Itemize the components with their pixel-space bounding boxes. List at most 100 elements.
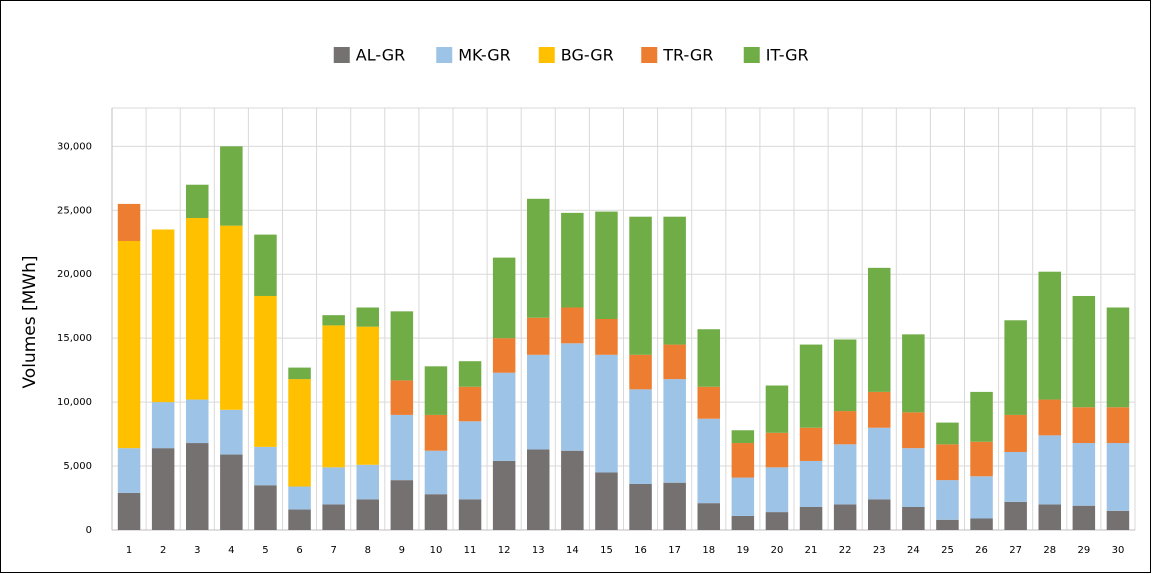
bar-segment <box>970 391 993 442</box>
bar-segment <box>390 480 414 530</box>
x-tick-label: 7 <box>330 545 336 556</box>
bar-segment <box>731 443 755 478</box>
bar-segment <box>799 427 823 461</box>
x-tick-label: 18 <box>702 545 715 556</box>
x-tick-label: 1 <box>126 545 132 556</box>
bar-segment <box>1106 307 1130 408</box>
bar-segment <box>322 504 345 530</box>
bar-segment <box>151 448 175 530</box>
x-tick-label: 11 <box>464 545 477 556</box>
bar-segment <box>697 329 721 387</box>
bar-segment <box>1072 505 1096 530</box>
bar-segment <box>151 402 175 449</box>
x-tick-label: 21 <box>805 545 818 556</box>
x-tick-label: 5 <box>262 545 268 556</box>
legend-label: BG-GR <box>561 46 614 65</box>
bar-segment <box>1038 271 1062 400</box>
bar-segment <box>970 441 993 477</box>
bar-segment <box>117 492 141 530</box>
bar-segment <box>492 338 516 373</box>
bar-segment <box>390 414 414 481</box>
bar-segment <box>833 504 857 530</box>
bar-segment <box>765 385 789 433</box>
bar-segment <box>595 211 618 319</box>
x-tick-label: 12 <box>498 545 511 556</box>
bar-segment <box>254 295 277 447</box>
bar-segment <box>936 422 959 445</box>
bar-segment <box>629 389 652 484</box>
bar-segment <box>902 448 925 507</box>
x-tick-label: 25 <box>941 545 954 556</box>
bar-segment <box>833 339 857 412</box>
bar-segment <box>595 472 618 530</box>
legend-label: TR-GR <box>662 46 713 65</box>
x-tick-label: 17 <box>668 545 681 556</box>
bar-segment <box>424 494 448 530</box>
bar-segment <box>902 506 925 530</box>
bar-segment <box>220 146 243 226</box>
x-tick-label: 19 <box>736 545 749 556</box>
bar-segment <box>458 386 482 422</box>
bar-segment <box>561 212 584 308</box>
bar-segment <box>492 372 516 461</box>
bar-segment <box>765 467 789 513</box>
bar-segment <box>356 326 380 465</box>
bar-segment <box>936 519 959 530</box>
bar-segment <box>288 509 311 530</box>
bar-segment <box>458 499 482 530</box>
bar-segment <box>936 480 959 520</box>
bar-segment <box>220 225 243 410</box>
bar-segment <box>970 518 993 530</box>
x-tick-label: 27 <box>1009 545 1022 556</box>
bar-segment <box>799 506 823 530</box>
legend-swatch <box>436 47 453 63</box>
bar-segment <box>629 216 652 355</box>
bar-segment <box>629 354 652 390</box>
bar-segment <box>390 380 414 415</box>
legend-swatch <box>641 47 658 63</box>
bar-segment <box>185 443 209 530</box>
bar-segment <box>424 414 448 451</box>
x-tick-label: 9 <box>399 545 405 556</box>
x-tick-label: 10 <box>430 545 443 556</box>
bar-segment <box>526 317 550 355</box>
x-tick-label: 16 <box>634 545 647 556</box>
y-axis-label: Volumes [MWh] <box>20 255 40 388</box>
legend-swatch <box>743 47 760 63</box>
bar-segment <box>117 448 141 493</box>
bar-segment <box>970 476 993 519</box>
y-tick-label: 10,000 <box>57 397 92 408</box>
bar-segment <box>561 343 584 451</box>
bar-segment <box>663 482 686 530</box>
bar-segment <box>867 427 891 500</box>
bar-segment <box>765 512 789 530</box>
bar-segment <box>1106 407 1130 444</box>
x-tick-label: 29 <box>1077 545 1090 556</box>
bar-segment <box>799 460 823 507</box>
bar-segment <box>424 450 448 495</box>
x-tick-label: 15 <box>600 545 613 556</box>
bar-segment <box>1004 451 1027 502</box>
x-tick-label: 6 <box>296 545 302 556</box>
x-tick-label: 28 <box>1043 545 1056 556</box>
bar-segment <box>902 412 925 449</box>
x-tick-label: 22 <box>839 545 852 556</box>
bar-segment <box>731 477 755 516</box>
bar-segment <box>458 361 482 387</box>
x-tick-label: 30 <box>1112 545 1125 556</box>
bar-segment <box>663 344 686 380</box>
bar-segment <box>254 485 277 530</box>
bar-segment <box>288 486 311 510</box>
x-tick-label: 3 <box>194 545 200 556</box>
bar-segment <box>356 307 380 327</box>
legend-label: MK-GR <box>458 46 511 65</box>
y-tick-label: 15,000 <box>57 333 92 344</box>
bar-segment <box>629 483 652 530</box>
bar-segment <box>390 311 414 381</box>
bar-segment <box>117 203 141 241</box>
y-tick-label: 25,000 <box>57 205 92 216</box>
legend-swatch <box>538 47 555 63</box>
bar-segment <box>1038 435 1062 505</box>
bar-segment <box>663 379 686 483</box>
bar-segment <box>731 430 755 444</box>
